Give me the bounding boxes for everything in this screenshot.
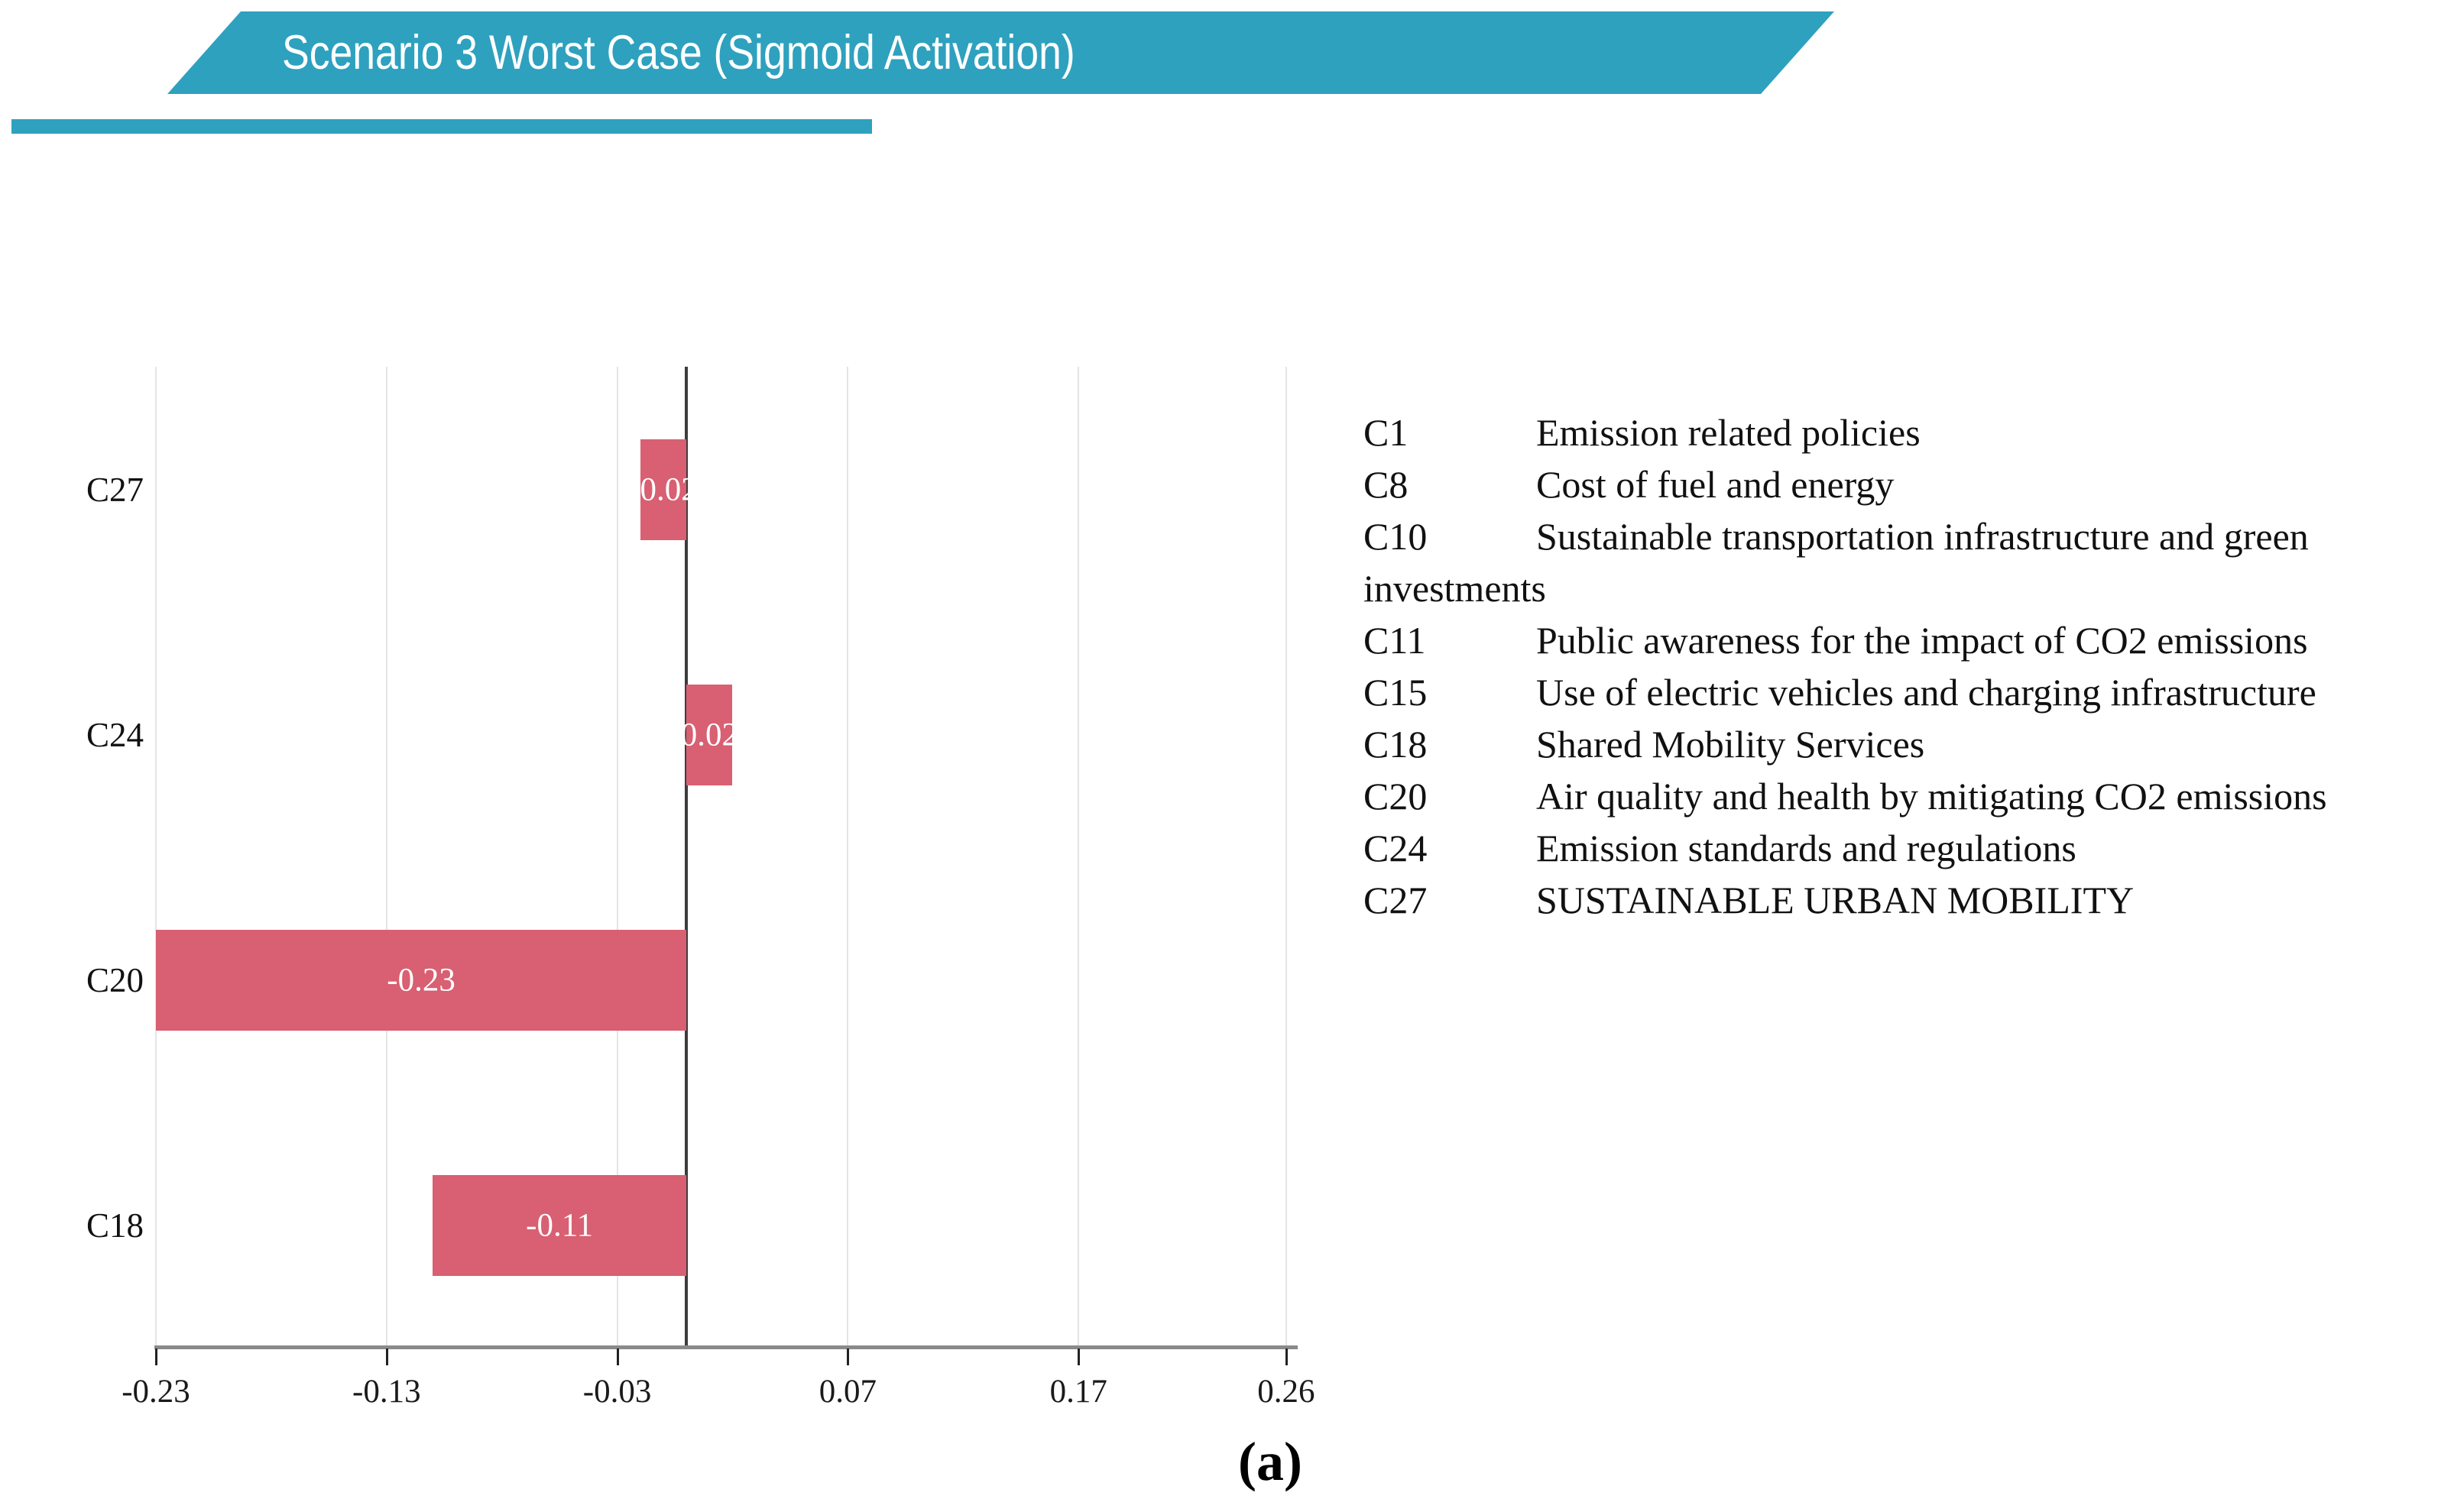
x-tick-label: 0.26 [1257, 1374, 1315, 1410]
legend-description: Cost of fuel and energy [1536, 463, 1895, 506]
x-tick-label: -0.13 [352, 1374, 421, 1410]
gridline [155, 367, 157, 1348]
legend-description: Use of electric vehicles and charging in… [1536, 671, 2316, 714]
bar-value-label: -0.02 [629, 471, 698, 508]
legend-code: C11 [1363, 619, 1426, 662]
x-tick-label: -0.23 [122, 1374, 190, 1410]
chart-title: Scenario 3 Worst Case (Sigmoid Activatio… [282, 26, 1075, 79]
title-underline-bar [11, 119, 872, 134]
legend-code: C18 [1363, 723, 1428, 766]
legend-code: C10 [1363, 515, 1428, 558]
zero-baseline [685, 367, 689, 1348]
legend-row: C1 Emission related policies [1363, 406, 2452, 458]
legend-description: Emission related policies [1536, 411, 1921, 454]
axis-tick [616, 1348, 619, 1365]
legend-description: Shared Mobility Services [1536, 723, 1925, 766]
gridline [385, 367, 387, 1348]
x-tick-label: 0.17 [1049, 1374, 1107, 1410]
bar-C18 [433, 1175, 687, 1277]
legend-row: C27 SUSTAINABLE URBAN MOBILITY [1363, 874, 2452, 926]
gridline [616, 367, 618, 1348]
axis-tick [1285, 1348, 1288, 1365]
y-category-label: C24 [86, 715, 144, 754]
legend-description: Emission standards and regulations [1536, 827, 2076, 869]
bar-value-label: -0.23 [387, 962, 455, 999]
bar-C24 [686, 684, 733, 785]
legend-code: C8 [1363, 463, 1409, 506]
legend-code: C24 [1363, 827, 1428, 869]
axis-tick [155, 1348, 157, 1365]
legend-code: C1 [1363, 411, 1409, 454]
axis-tick [1078, 1348, 1081, 1365]
legend-row: C10 Sustainable transportation infrastruc… [1363, 510, 2452, 614]
legend-row: C24 Emission standards and regulations [1363, 822, 2452, 874]
gridline [847, 367, 849, 1348]
legend-description: SUSTAINABLE URBAN MOBILITY [1536, 879, 2135, 921]
legend-row: C20 Air quality and health by mitigating … [1363, 770, 2452, 822]
bar-value-label: 0.02 [680, 717, 738, 753]
bar-C27 [640, 439, 687, 540]
axis-tick [847, 1348, 850, 1365]
y-category-label: C20 [86, 961, 144, 1000]
figure-caption: (a) [1238, 1431, 1302, 1492]
legend-row: C18 Shared Mobility Services [1363, 718, 2452, 770]
bar-value-label: -0.11 [526, 1207, 594, 1244]
y-category-label: C27 [86, 470, 144, 509]
legend-row: C8 Cost of fuel and energy [1363, 458, 2452, 510]
legend-row: C11 Public awareness for the impact of CO… [1363, 614, 2452, 666]
x-tick-label: 0.07 [819, 1374, 877, 1410]
legend-description: Air quality and health by mitigating CO2… [1536, 775, 2327, 818]
axis-tick [385, 1348, 388, 1365]
bar-C20 [156, 930, 687, 1031]
legend-code: C15 [1363, 671, 1428, 714]
legend-code: C27 [1363, 879, 1428, 921]
x-tick-label: -0.03 [582, 1374, 652, 1410]
gridline [1285, 367, 1287, 1348]
legend-code: C20 [1363, 775, 1428, 818]
legend: C1 Emission related policies C8 Cost of fue… [1363, 406, 2452, 926]
y-category-label: C18 [86, 1206, 144, 1245]
title-banner: Scenario 3 Worst Case (Sigmoid Activatio… [167, 11, 1834, 94]
legend-description: Sustainable transportation infrastructur… [1363, 515, 2309, 610]
gridline [1078, 367, 1080, 1348]
legend-description: Public awareness for the impact of CO2 e… [1536, 619, 2308, 662]
x-axis-line [154, 1345, 1298, 1349]
legend-row: C15 Use of electric vehicles and charging… [1363, 666, 2452, 718]
